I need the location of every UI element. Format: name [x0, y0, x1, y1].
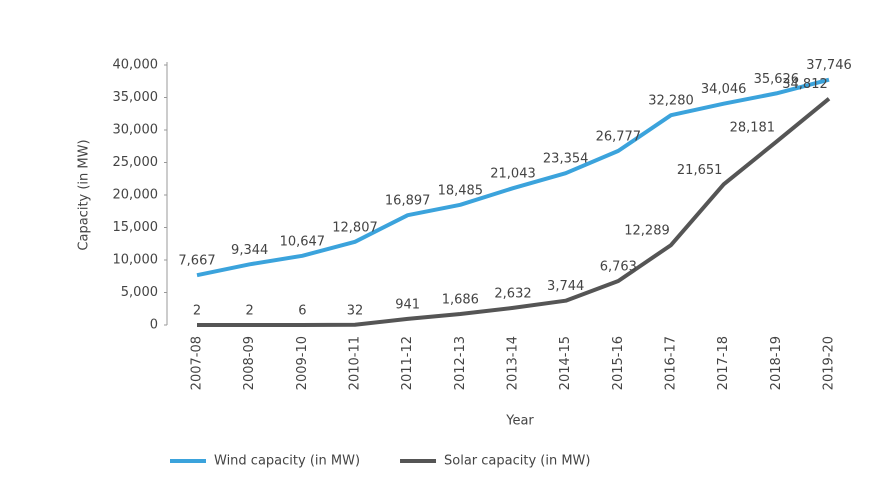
- data-label: 34,812: [782, 77, 828, 92]
- data-label: 37,746: [806, 58, 852, 73]
- data-label: 6: [298, 303, 306, 318]
- y-tick-label: 0: [150, 318, 158, 333]
- y-tick-label: 35,000: [113, 90, 159, 105]
- series-line: [197, 97, 831, 327]
- data-label: 18,485: [438, 183, 484, 198]
- x-tick-label: 2012-13: [453, 336, 468, 390]
- x-tick-label: 2008-09: [242, 336, 257, 390]
- data-label: 7,667: [178, 254, 215, 269]
- y-tick-label: 15,000: [113, 220, 159, 235]
- y-tick-label: 5,000: [121, 285, 158, 300]
- x-tick-label: 2016-17: [664, 336, 679, 390]
- x-tick-label: 2013-14: [506, 336, 521, 390]
- data-label: 21,651: [677, 163, 723, 178]
- x-tick-label: 2018-19: [769, 336, 784, 390]
- data-label: 23,354: [543, 152, 589, 167]
- x-tick-label: 2009-10: [295, 336, 310, 390]
- y-tick-label: 20,000: [113, 188, 159, 203]
- data-label: 32: [347, 303, 364, 318]
- x-axis-label: Year: [505, 414, 534, 429]
- y-tick-label: 25,000: [113, 155, 159, 170]
- x-tick-label: 2007-08: [190, 336, 205, 390]
- data-label: 16,897: [385, 194, 431, 209]
- y-tick-label: 10,000: [113, 253, 159, 268]
- data-label: 28,181: [730, 120, 776, 135]
- x-tick-label: 2011-12: [400, 336, 415, 390]
- data-label: 1,686: [442, 293, 479, 308]
- x-tick-label: 2019-20: [822, 336, 837, 390]
- data-label: 12,289: [624, 224, 670, 239]
- data-label: 2: [246, 303, 254, 318]
- x-tick-label: 2010-11: [348, 336, 363, 390]
- data-label: 26,777: [596, 129, 642, 144]
- legend-label: Solar capacity (in MW): [444, 454, 590, 469]
- data-label: 32,280: [648, 94, 694, 109]
- x-tick-label: 2014-15: [558, 336, 573, 390]
- data-label: 2: [193, 303, 201, 318]
- y-tick-label: 30,000: [113, 123, 159, 138]
- y-axis-label: Capacity (in MW): [77, 139, 92, 250]
- data-label: 10,647: [280, 234, 326, 249]
- series-line: [196, 77, 830, 278]
- data-label: 34,046: [701, 82, 747, 97]
- data-label: 21,043: [490, 167, 536, 182]
- x-tick-label: 2017-18: [716, 336, 731, 390]
- y-tick-label: 40,000: [113, 58, 159, 73]
- data-label: 941: [395, 297, 420, 312]
- legend-label: Wind capacity (in MW): [214, 454, 360, 469]
- data-label: 9,344: [231, 243, 268, 258]
- data-label: 2,632: [494, 286, 531, 301]
- data-label: 35,626: [754, 72, 800, 87]
- data-label: 6,763: [600, 260, 637, 275]
- data-label: 12,807: [332, 220, 378, 235]
- data-label: 3,744: [547, 279, 584, 294]
- x-tick-label: 2015-16: [611, 336, 626, 390]
